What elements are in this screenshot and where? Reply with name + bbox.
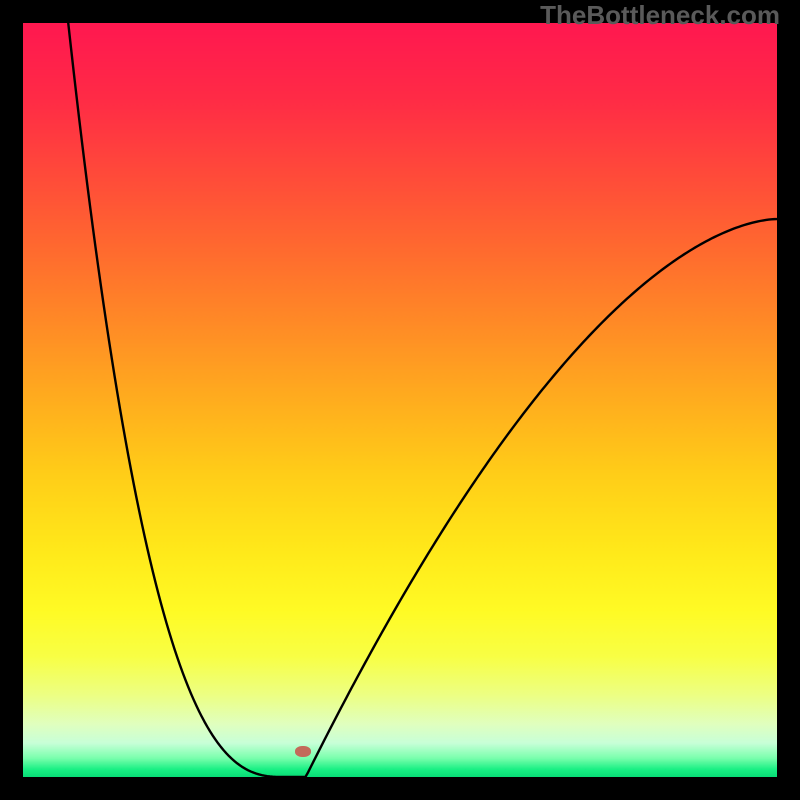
bottleneck-curve	[23, 23, 777, 777]
chart-stage: TheBottleneck.com	[0, 0, 800, 800]
watermark-text: TheBottleneck.com	[540, 0, 780, 31]
minimum-marker	[295, 746, 311, 757]
curve-path	[68, 23, 777, 777]
